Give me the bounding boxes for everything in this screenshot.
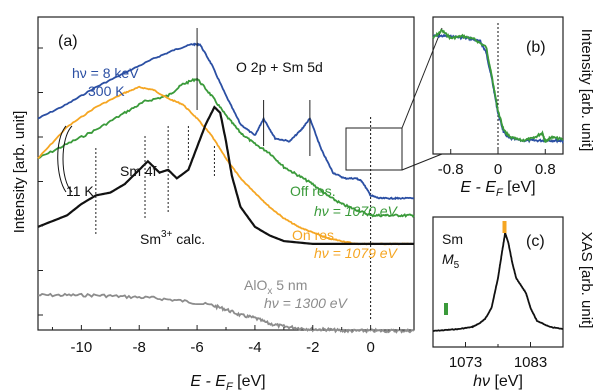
panel-c-sm: Sm [442, 231, 463, 247]
label-alox: AlOx 5 nm [244, 277, 307, 297]
panel-c-label: (c) [526, 233, 545, 250]
panel-c-ticks: 1073 1083 [449, 342, 547, 371]
x-tick-label: -4 [248, 339, 261, 356]
label-hv-8kev: hν = 8 keV [72, 65, 139, 81]
series-b-green-line [432, 28, 564, 143]
x-tick-label-c: 1073 [449, 354, 482, 371]
panel-b-ylabel: Intensity [arb. unit] [578, 29, 595, 152]
label-300k: 300 K [88, 83, 125, 99]
series-gray-line [37, 292, 415, 334]
on-res-marker [502, 221, 507, 233]
panel-b-label: (b) [526, 39, 546, 56]
panel-a-xlabel: E - EF [eV] [190, 373, 265, 392]
label-on-res: On res. [292, 227, 338, 243]
x-tick-label-b: 0.8 [535, 161, 556, 178]
label-hv-1300: hν = 1300 eV [264, 295, 349, 311]
x-tick-label-b: 0 [494, 161, 502, 178]
panel-a-label: (a) [58, 33, 78, 50]
x-tick-label: -2 [306, 339, 319, 356]
panel-c-ylabel: XAS [arb. unit] [578, 232, 595, 329]
panel-c-xlabel: hν [eV] [473, 373, 523, 390]
zoom-connector-top [401, 27, 443, 129]
x-tick-label: -8 [133, 339, 146, 356]
panel-b-curves [432, 23, 564, 154]
x-tick-label-c: 1083 [514, 354, 547, 371]
label-sm3-calc: Sm3+ calc. [140, 229, 205, 247]
label-11k: 11 K [66, 183, 94, 199]
zoom-box [345, 127, 403, 171]
label-off-res: Off res. [290, 183, 336, 199]
panel-a-curves [37, 28, 415, 334]
series-black-line [37, 105, 414, 245]
x-tick-label: -10 [71, 339, 93, 356]
label-hv-1079: hν = 1079 eV [314, 245, 399, 261]
panel-a-ylabel: Intensity [arb. unit] [11, 111, 28, 234]
panel-a-ticks: -10 -8 -6 -4 -2 0 [38, 47, 401, 356]
series-orange-line [37, 85, 415, 246]
x-tick-label: 0 [366, 339, 374, 356]
bracket-11k-inner [57, 125, 67, 193]
x-tick-label: -6 [190, 339, 203, 356]
label-valence: O 2p + Sm 5d [236, 59, 323, 75]
panel-c-m5: M5 [442, 251, 460, 271]
panel-b-ticks: -0.8 0 0.8 [438, 149, 556, 178]
label-hv-1070: hν = 1070 eV [314, 203, 399, 219]
zoom-connector-bottom [401, 153, 443, 171]
off-res-marker [444, 303, 448, 315]
bracket-11k [62, 125, 73, 193]
panel-b-xlabel: E - EF [eV] [460, 179, 535, 199]
panel-a-frame [37, 16, 415, 331]
series-green-line [37, 77, 415, 218]
panel-c-curves [433, 221, 564, 332]
x-tick-label-b: -0.8 [438, 161, 464, 178]
label-sm4f: Sm 4f [120, 163, 157, 179]
series-blue-line [37, 42, 414, 201]
